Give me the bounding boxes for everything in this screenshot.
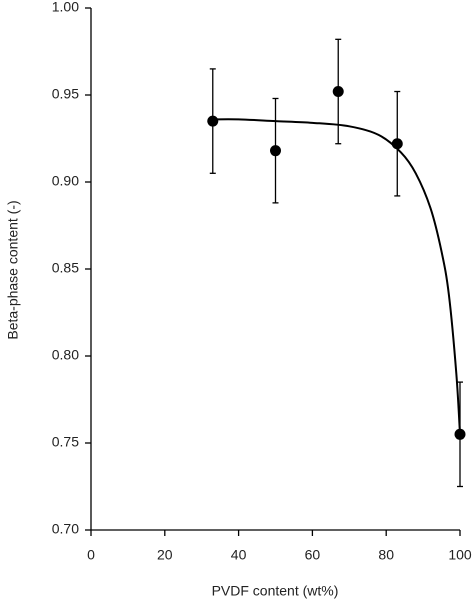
y-tick-label: 0.95 — [52, 86, 79, 102]
x-tick-label: 80 — [378, 547, 394, 563]
x-tick-label: 20 — [157, 547, 173, 563]
point — [454, 428, 466, 440]
y-tick-label: 1.00 — [52, 0, 79, 15]
y-axis-label: Beta-phase content (-) — [5, 200, 21, 339]
y-tick-label: 0.75 — [52, 434, 79, 450]
point — [270, 145, 281, 157]
y-tick-label: 0.70 — [52, 521, 79, 537]
x-tick-label: 0 — [87, 547, 95, 563]
y-tick-label: 0.90 — [52, 173, 79, 189]
point — [207, 115, 219, 127]
fit-curve — [212, 118, 461, 435]
y-tick-label: 0.85 — [52, 260, 79, 276]
point — [391, 138, 403, 150]
x-tick-label: 100 — [448, 547, 472, 563]
x-axis-label: PVDF content (wt%) — [212, 583, 339, 599]
y-tick-label: 0.80 — [52, 347, 79, 363]
point — [332, 86, 344, 98]
x-tick-label: 40 — [231, 547, 247, 563]
x-tick-label: 60 — [305, 547, 321, 563]
